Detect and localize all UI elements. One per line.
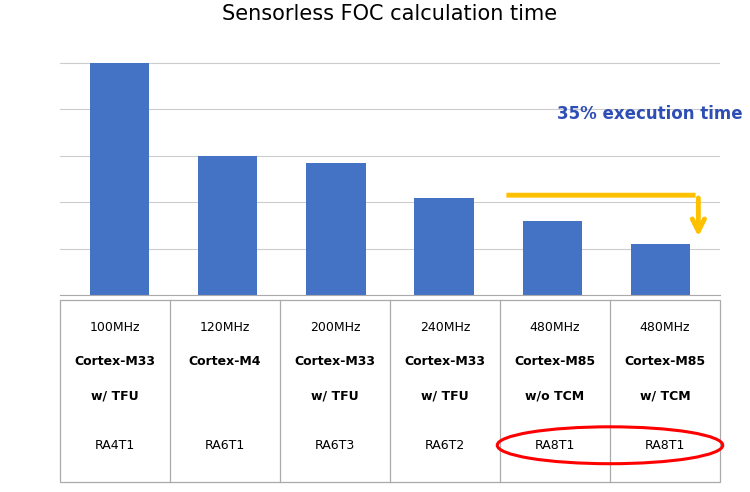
Text: Cortex-M33: Cortex-M33 xyxy=(295,355,376,368)
Bar xyxy=(631,244,690,295)
Bar xyxy=(198,155,257,295)
Text: RA6T3: RA6T3 xyxy=(315,439,356,452)
Text: 200MHz: 200MHz xyxy=(310,321,360,334)
Text: 240MHz: 240MHz xyxy=(420,321,470,334)
Text: Cortex-M4: Cortex-M4 xyxy=(189,355,261,368)
Text: 35% execution time: 35% execution time xyxy=(556,105,742,123)
Text: 480MHz: 480MHz xyxy=(530,321,580,334)
Bar xyxy=(414,197,474,295)
Text: w/o TCM: w/o TCM xyxy=(526,390,584,402)
Text: w/ TFU: w/ TFU xyxy=(92,390,139,402)
Text: RA8T1: RA8T1 xyxy=(645,439,686,452)
Text: w/ TFU: w/ TFU xyxy=(311,390,358,402)
Title: Sensorless FOC calculation time: Sensorless FOC calculation time xyxy=(223,4,557,24)
Text: RA4T1: RA4T1 xyxy=(94,439,135,452)
Text: Cortex-M33: Cortex-M33 xyxy=(404,355,485,368)
Text: RA6T2: RA6T2 xyxy=(424,439,465,452)
Text: RA8T1: RA8T1 xyxy=(535,439,575,452)
Text: 120MHz: 120MHz xyxy=(200,321,250,334)
Text: Cortex-M85: Cortex-M85 xyxy=(625,355,706,368)
Text: Cortex-M85: Cortex-M85 xyxy=(514,355,596,368)
Text: w/ TFU: w/ TFU xyxy=(422,390,469,402)
Text: Cortex-M33: Cortex-M33 xyxy=(74,355,155,368)
Text: w/ TCM: w/ TCM xyxy=(640,390,690,402)
Bar xyxy=(306,163,366,295)
Bar xyxy=(523,221,582,295)
Text: 100MHz: 100MHz xyxy=(90,321,140,334)
Text: RA6T1: RA6T1 xyxy=(205,439,245,452)
Text: 480MHz: 480MHz xyxy=(640,321,690,334)
Bar xyxy=(90,62,149,295)
